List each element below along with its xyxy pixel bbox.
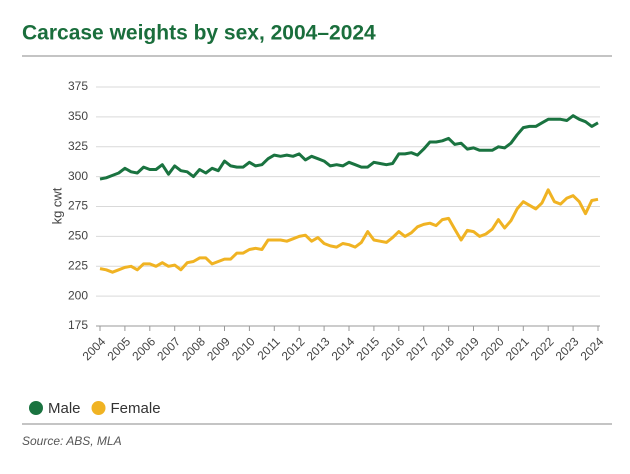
y-tick-label: 300 xyxy=(68,169,88,183)
y-tick-label: 250 xyxy=(68,229,88,243)
chart-title: Carcase weights by sex, 2004–2024 xyxy=(22,22,376,45)
y-axis-label: kg cwt xyxy=(49,187,64,224)
x-tick-label: 2024 xyxy=(578,334,607,363)
x-tick-label: 2018 xyxy=(428,334,457,363)
y-tick-label: 275 xyxy=(68,199,88,213)
legend-label: Male xyxy=(48,400,81,417)
x-tick-label: 2023 xyxy=(553,334,582,363)
y-tick-label: 225 xyxy=(68,258,88,272)
x-tick-label: 2014 xyxy=(329,334,358,363)
x-tick-label: 2006 xyxy=(129,334,158,363)
y-tick-label: 350 xyxy=(68,109,88,123)
x-tick-label: 2009 xyxy=(204,334,233,363)
y-tick-label: 200 xyxy=(68,288,88,302)
series-line xyxy=(99,188,599,274)
series-line xyxy=(99,114,599,181)
x-tick-label: 2015 xyxy=(353,334,382,363)
y-tick-label: 325 xyxy=(68,139,88,153)
x-tick-label: 2019 xyxy=(453,334,482,363)
x-tick-label: 2004 xyxy=(80,334,109,363)
legend-swatch xyxy=(29,401,43,415)
x-tick-label: 2007 xyxy=(154,334,183,363)
x-tick-label: 2016 xyxy=(378,334,407,363)
x-tick-label: 2013 xyxy=(304,334,333,363)
source: Source: ABS, MLA xyxy=(22,434,122,448)
legend-swatch xyxy=(91,401,106,415)
y-tick-label: 175 xyxy=(68,318,88,332)
x-tick-label: 2011 xyxy=(255,334,283,362)
x-tick-label: 2010 xyxy=(229,334,258,363)
x-tick-label: 2020 xyxy=(478,334,507,363)
legend-label: Female xyxy=(111,400,161,417)
x-tick-label: 2008 xyxy=(179,334,208,363)
x-tick-label: 2021 xyxy=(503,334,532,363)
x-tick-label: 2017 xyxy=(403,334,432,363)
x-tick-label: 2012 xyxy=(279,334,308,363)
y-tick-label: 375 xyxy=(68,79,88,93)
x-tick-label: 2005 xyxy=(104,334,133,363)
x-tick-label: 2022 xyxy=(528,334,557,363)
